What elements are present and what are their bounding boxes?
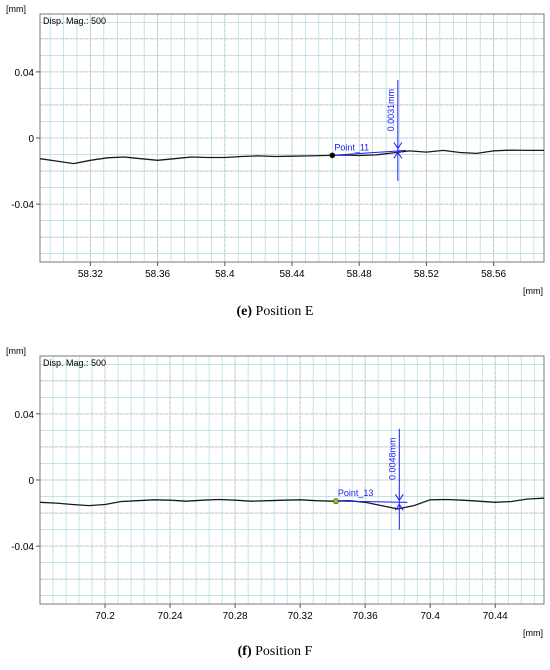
chart-panel-f: 70.2 70.24 70.28 70.32 70.36 70.4 70.44 0.04 0 -0…: [0, 342, 550, 670]
x-tick-label: 58.44: [279, 269, 304, 280]
x-tick-label: 58.36: [145, 269, 170, 280]
caption-e: (e) Position E: [0, 304, 550, 320]
point-marker: [332, 498, 339, 505]
major-grid: [40, 356, 544, 604]
caption-f-text: Position F: [251, 644, 313, 659]
measure-arrow-up: [394, 503, 404, 511]
caption-f-letter: (f): [237, 644, 252, 659]
x-tick-label: 70.44: [483, 611, 508, 622]
display-mag-label: Disp. Mag.: 500: [43, 16, 106, 26]
x-tick-label: 58.56: [481, 269, 506, 280]
y-unit-label: [mm]: [6, 346, 26, 356]
caption-f: (f) Position F: [0, 644, 550, 660]
display-mag-label: Disp. Mag.: 500: [43, 358, 106, 368]
major-grid: [40, 14, 544, 262]
measure-arrow-up: [393, 151, 403, 159]
point-marker: [329, 152, 336, 159]
measure-arrow-down: [394, 494, 404, 502]
point-label: Point_11: [334, 142, 369, 152]
x-tick-label: 58.32: [78, 269, 103, 280]
profile-line: [39, 149, 544, 165]
profile-chart-f: 70.2 70.24 70.28 70.32 70.36 70.4 70.44 0.04 0 -0…: [6, 346, 545, 638]
x-tick-label: 70.2: [95, 611, 115, 622]
x-tick-label: 58.4: [215, 269, 235, 280]
x-tick-label: 70.32: [288, 611, 313, 622]
chart-panel-e: 58.32 58.36 58.4 58.44 58.48 58.52 58.56 0.04 0 -…: [0, 4, 550, 320]
y-unit-label: [mm]: [6, 4, 26, 14]
x-unit-label: [mm]: [523, 628, 543, 638]
y-tick-label: 0.04: [15, 68, 35, 79]
y-tick-label: 0.04: [15, 410, 35, 421]
y-tick-label: -0.04: [11, 200, 34, 211]
x-tick-label: 58.48: [347, 269, 372, 280]
y-tick-label: 0: [28, 476, 34, 487]
reference-line: [332, 149, 406, 156]
x-tick-label: 70.36: [353, 611, 378, 622]
reference-line: [335, 500, 408, 503]
measure-value-label: 0.0031mm: [386, 89, 396, 132]
measure-arrow-down: [393, 142, 403, 150]
point-label: Point_13: [338, 488, 374, 498]
caption-e-letter: (e): [236, 304, 253, 319]
x-tick-label: 70.4: [420, 611, 440, 622]
y-tick-label: 0: [28, 134, 34, 145]
x-tick-label: 58.52: [414, 269, 439, 280]
caption-e-text: Position E: [252, 304, 314, 319]
y-tick-label: -0.04: [11, 542, 34, 553]
x-unit-label: [mm]: [523, 286, 543, 296]
profile-chart-e: 58.32 58.36 58.4 58.44 58.48 58.52 58.56 0.04 0 -…: [6, 4, 545, 296]
x-tick-label: 70.24: [158, 611, 183, 622]
x-tick-label: 70.28: [223, 611, 248, 622]
measure-value-label: 0.0048mm: [387, 437, 397, 480]
profile-line: [39, 497, 545, 510]
